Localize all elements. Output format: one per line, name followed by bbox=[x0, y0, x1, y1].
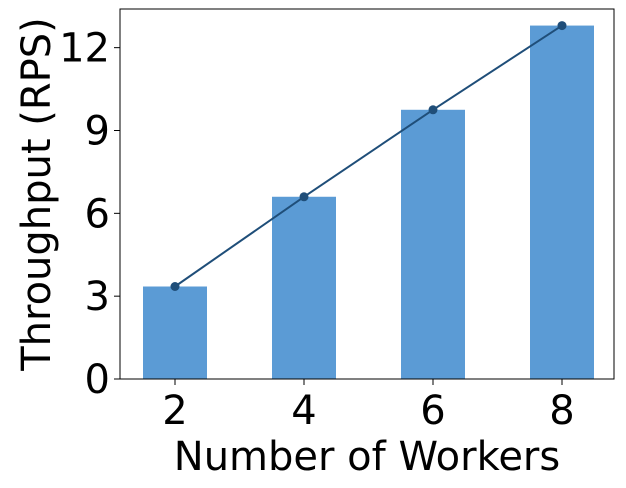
bar-8 bbox=[530, 25, 594, 379]
x-tick-label: 4 bbox=[291, 388, 316, 434]
y-axis-ticks: 0 3 6 9 12 bbox=[59, 26, 120, 403]
x-tick-label: 2 bbox=[162, 388, 187, 434]
line-point-2 bbox=[170, 282, 180, 291]
line-point-6 bbox=[428, 105, 438, 115]
line-point-8 bbox=[557, 21, 567, 31]
y-tick-label: 0 bbox=[85, 357, 110, 403]
x-tick-label: 8 bbox=[549, 388, 574, 434]
y-axis-label: Throughput (RPS) bbox=[14, 17, 60, 372]
y-tick-label: 12 bbox=[59, 26, 110, 72]
bar-4 bbox=[272, 196, 336, 379]
y-tick-label: 6 bbox=[85, 191, 110, 237]
plot-frame bbox=[119, 8, 615, 380]
line-point-4 bbox=[299, 192, 309, 202]
trend-line-group bbox=[170, 21, 567, 291]
x-axis-ticks: 2 4 6 8 bbox=[162, 379, 575, 434]
trend-line bbox=[174, 24, 563, 288]
bars-group bbox=[143, 25, 594, 380]
x-tick-label: 6 bbox=[420, 388, 445, 434]
bar-2 bbox=[143, 286, 207, 379]
x-axis-label: Number of Workers bbox=[174, 434, 560, 480]
y-tick-label: 9 bbox=[85, 108, 110, 154]
bar-6 bbox=[401, 109, 465, 380]
y-tick-label: 3 bbox=[85, 274, 110, 320]
